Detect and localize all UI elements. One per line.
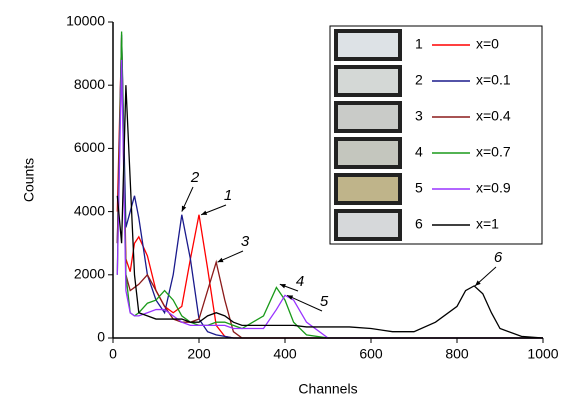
- y-tick-label: 4000: [74, 202, 105, 218]
- y-tick-label: 8000: [74, 76, 105, 92]
- y-tick-label: 2000: [74, 266, 105, 282]
- x-tick-label: 800: [445, 346, 469, 362]
- arrow-head: [217, 257, 224, 263]
- legend-label: x=0.7: [476, 144, 511, 160]
- legend-id: 2: [415, 72, 423, 88]
- x-tick-label: 0: [109, 346, 117, 362]
- sample-photo: [338, 177, 398, 201]
- y-axis-label: Counts: [21, 158, 37, 202]
- annotation: 5: [320, 293, 329, 310]
- annotation: 1: [224, 187, 232, 204]
- x-tick-label: 1000: [527, 346, 558, 362]
- annotation-arrow: [286, 294, 323, 312]
- legend-id: 3: [415, 108, 423, 124]
- x-axis-label: Channels: [298, 381, 357, 397]
- series-line: [116, 85, 544, 339]
- arrow-head: [279, 284, 286, 289]
- legend-label: x=0.1: [476, 72, 511, 88]
- sample-photo: [338, 213, 398, 237]
- legend-id: 6: [415, 216, 423, 232]
- annotation: 3: [241, 233, 250, 250]
- x-tick-label: 400: [273, 346, 297, 362]
- y-tick-label: 10000: [66, 13, 105, 29]
- y-tick-label: 6000: [74, 139, 105, 155]
- legend-label: x=0: [476, 36, 499, 52]
- sample-photo: [338, 105, 398, 129]
- legend-id: 4: [415, 144, 423, 160]
- arrow-head: [181, 205, 187, 212]
- legend-label: x=0.4: [476, 108, 511, 124]
- arrow-head: [475, 280, 481, 286]
- x-tick-label: 600: [359, 346, 383, 362]
- x-tick-label: 200: [187, 346, 211, 362]
- annotation: 4: [296, 273, 304, 290]
- y-tick-label: 0: [97, 329, 105, 345]
- legend-label: x=0.9: [476, 180, 511, 196]
- legend-id: 5: [415, 180, 423, 196]
- arrow-head: [287, 295, 294, 300]
- sample-photo: [338, 33, 398, 57]
- sample-photo: [338, 141, 398, 165]
- legend-label: x=1: [476, 216, 499, 232]
- annotation: 2: [190, 169, 200, 186]
- sample-photo: [338, 69, 398, 93]
- annotation: 6: [494, 249, 503, 266]
- legend-id: 1: [415, 36, 423, 52]
- arrow-head: [201, 210, 208, 215]
- legend-box: [329, 25, 543, 245]
